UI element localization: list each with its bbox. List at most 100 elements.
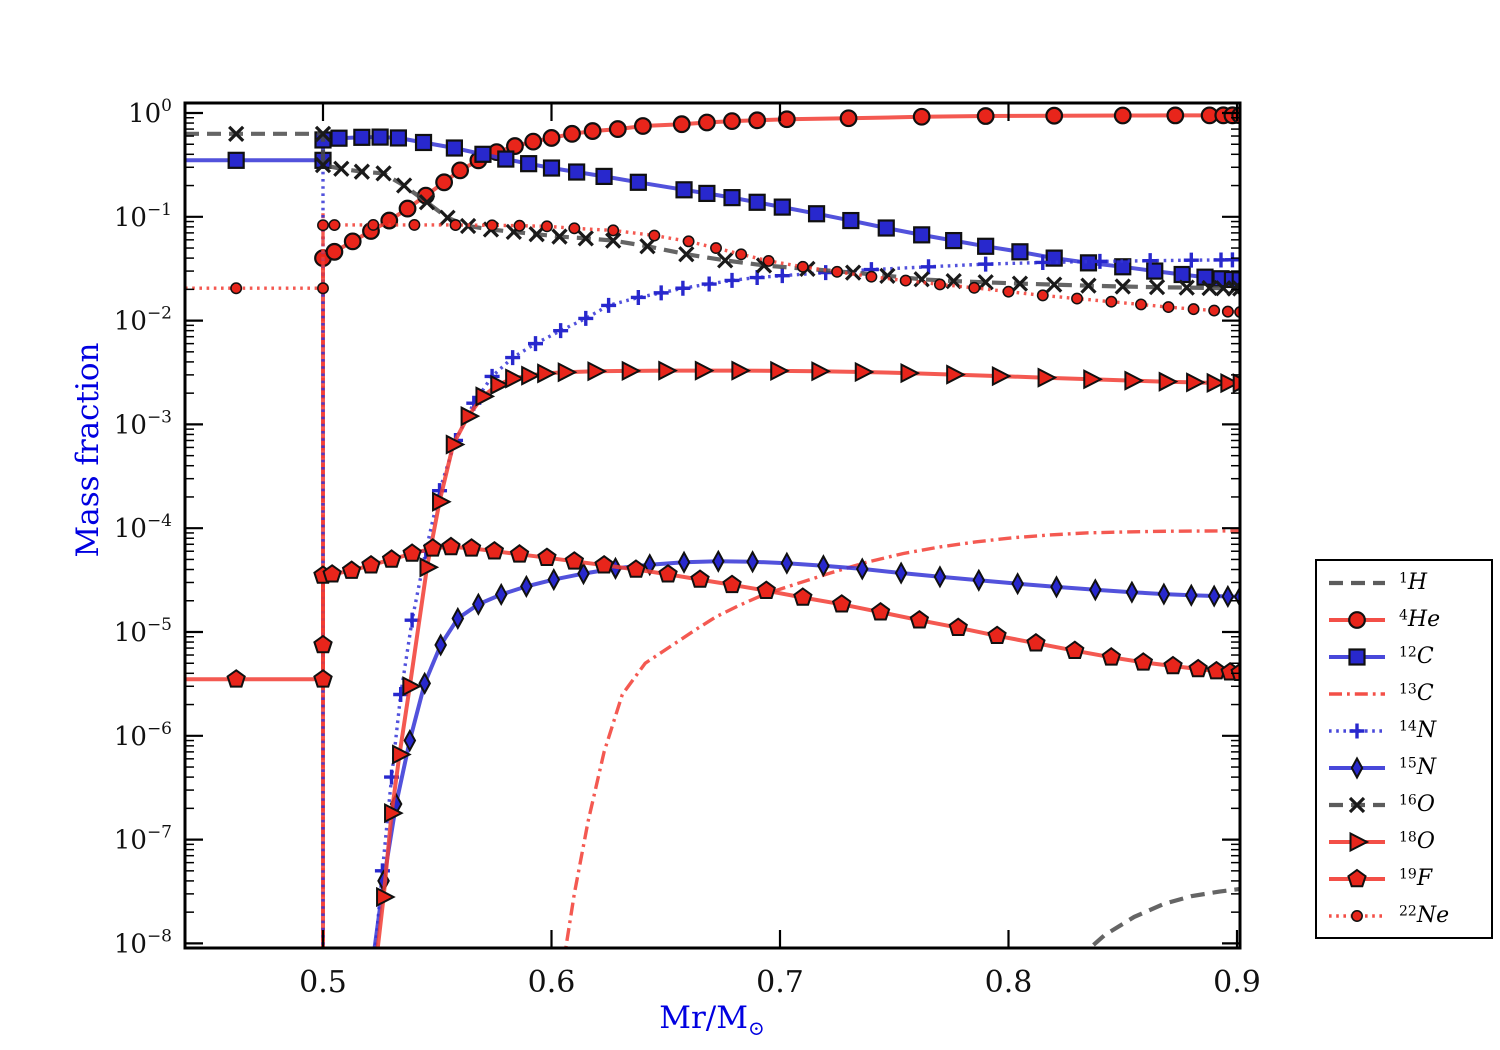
O18-marker: [1232, 373, 1240, 394]
legend-item-15N: 15N: [1317, 751, 1491, 784]
x-axis-title-text: Mr/M: [659, 1000, 748, 1036]
series-O18: [375, 360, 1240, 948]
N15-marker: [418, 671, 432, 695]
F19-marker: [422, 538, 443, 557]
He4-marker: [697, 113, 716, 132]
C12-marker: [414, 133, 433, 152]
N14-marker: [921, 259, 937, 275]
solar-mass-symbol: ⊙: [747, 1016, 765, 1040]
He4-marker: [976, 107, 995, 125]
F19-marker: [722, 574, 742, 594]
Ne22-marker: [1002, 285, 1015, 298]
legend-swatch-O18: [1329, 831, 1385, 852]
y-tick-label: 10−7: [114, 823, 172, 856]
O16-marker: [353, 163, 370, 180]
Ne22-marker: [408, 218, 421, 231]
legend-swatch-C12: [1329, 647, 1385, 666]
O18-marker: [460, 406, 481, 427]
He4-marker: [839, 109, 858, 128]
He4-marker: [524, 132, 543, 151]
legend-swatch-N15: [1329, 755, 1385, 780]
F19-marker: [441, 536, 461, 556]
O18-marker: [1186, 372, 1206, 393]
N14-marker: [1232, 252, 1240, 268]
Ne22-marker: [934, 278, 946, 291]
O18-marker: [1037, 367, 1058, 388]
C12-marker: [389, 129, 408, 147]
He4-marker: [380, 211, 399, 230]
Ne22-marker: [328, 219, 341, 231]
F19-marker: [756, 580, 776, 599]
N15-marker: [1125, 580, 1139, 604]
O18-marker: [587, 361, 608, 382]
C12-marker: [1173, 265, 1191, 284]
series-C13-line: [564, 529, 1240, 948]
Ne22-marker: [865, 270, 878, 283]
He4-marker: [634, 117, 652, 135]
series-C12: [185, 128, 1240, 289]
F19-marker: [361, 554, 381, 574]
legend-swatch-Ne22: [1329, 909, 1385, 922]
He4-marker: [398, 199, 417, 218]
y-axis-title-text: Mass fraction: [70, 342, 106, 558]
F19-marker: [1188, 658, 1208, 678]
C12-marker: [227, 151, 245, 169]
N15-marker: [520, 574, 533, 598]
legend-label-14N: 14N: [1399, 718, 1437, 743]
F19-marker: [987, 625, 1007, 644]
He4-marker: [451, 161, 470, 180]
Ne22-marker: [899, 274, 912, 287]
O16-marker: [314, 156, 332, 174]
O18-marker: [1206, 372, 1227, 394]
Ne22-marker: [568, 222, 581, 235]
y-tick-label: 10−2: [114, 304, 172, 337]
O16-marker: [1201, 279, 1218, 297]
N15-marker: [746, 550, 759, 574]
N15-marker: [451, 606, 465, 631]
Ne22-marker: [1208, 304, 1221, 317]
C12-marker: [474, 145, 492, 163]
O18-marker: [376, 886, 396, 908]
O16-marker: [395, 177, 413, 194]
series-He4-line: [321, 113, 1240, 948]
O16-marker: [977, 274, 994, 291]
O16-marker: [528, 226, 545, 243]
N14-marker: [404, 612, 420, 628]
Ne22-marker: [513, 219, 526, 232]
C12-marker: [330, 129, 348, 147]
O16-marker: [945, 273, 962, 290]
legend-item-14N: 14N: [1317, 714, 1491, 747]
N14-marker: [528, 336, 544, 352]
O16-marker: [1232, 280, 1240, 297]
C12-marker: [568, 163, 586, 181]
He4-marker: [583, 122, 602, 140]
O16-marker: [605, 232, 622, 249]
legend-item-1H: 1H: [1317, 566, 1491, 599]
F19-marker: [537, 547, 557, 566]
O18-marker: [505, 368, 525, 389]
F19-marker: [1347, 868, 1367, 887]
N14-marker: [1183, 252, 1199, 268]
N14-marker: [1142, 253, 1158, 269]
F19-marker: [594, 554, 614, 574]
Ne22-marker: [831, 265, 844, 278]
series-N15: [372, 549, 1240, 948]
F19-marker: [461, 538, 482, 557]
N15-marker: [1221, 584, 1235, 609]
F19-marker: [909, 609, 930, 629]
C12-marker: [877, 219, 895, 237]
x-tick-label: 0.5: [299, 965, 347, 1000]
y-tick-label: 10−4: [114, 511, 172, 544]
N14-marker: [1349, 723, 1365, 738]
O16-marker: [333, 160, 350, 177]
O18-marker: [402, 676, 423, 697]
O16-marker: [639, 238, 656, 255]
x-tick-labels: 0.5 0.6 0.7 0.8 0.9: [299, 965, 1261, 1000]
He4-marker: [608, 120, 627, 138]
F19-marker: [1163, 655, 1183, 675]
O16-marker: [228, 125, 245, 142]
legend-label-19F: 19F: [1399, 866, 1433, 891]
y-tick-label: 100: [128, 96, 172, 129]
legend-item-12C: 12C: [1317, 640, 1491, 673]
